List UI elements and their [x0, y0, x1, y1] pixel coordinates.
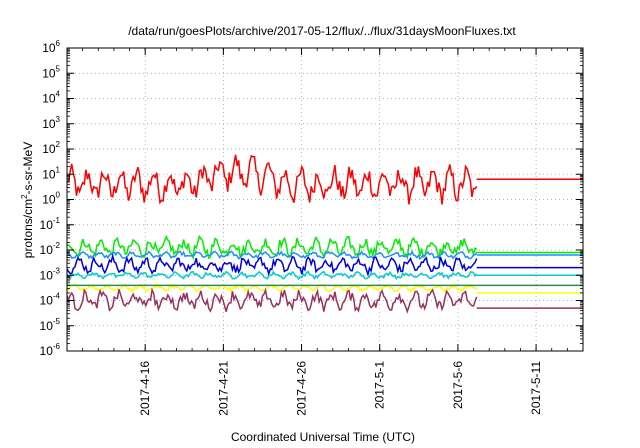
y-tick-label: 104	[42, 90, 60, 106]
series-line	[66, 287, 478, 314]
y-axis-label: protons/cm2-s-sr-MeV	[20, 142, 35, 258]
x-axis-label: Coordinated Universal Time (UTC)	[231, 430, 415, 444]
y-tick-label: 105	[42, 64, 60, 80]
y-tick-labels: 10-6 10-5 10-4 10-3 10-2 10-1 100 101 102 103 104 1…	[40, 39, 61, 358]
series-line	[66, 253, 478, 278]
y-tick-label: 10-5	[40, 317, 61, 333]
ticks	[66, 47, 584, 352]
chart-title: /data/run/goesPlots/archive/2017-05-12/f…	[128, 24, 516, 38]
x-tick-label: 2017-5-1	[373, 361, 387, 409]
x-tick-label: 2017-4-16	[138, 361, 152, 416]
x-tick-label: 2017-5-11	[529, 361, 543, 415]
x-tick-label: 2017-4-21	[216, 361, 230, 416]
y-tick-label: 102	[42, 140, 60, 156]
y-tick-label: 100	[42, 191, 60, 207]
y-tick-label: 10-4	[40, 292, 61, 308]
y-tick-label: 103	[42, 115, 60, 131]
x-tick-label: 2017-4-26	[295, 361, 309, 416]
y-tick-label: 10-6	[40, 342, 61, 358]
series-layer	[66, 154, 583, 314]
x-tick-label: 2017-5-6	[451, 361, 465, 409]
y-tick-label: 101	[42, 165, 60, 181]
series-line	[66, 154, 478, 205]
y-tick-label: 10-1	[40, 216, 61, 232]
x-tick-labels: 2017-4-16 2017-4-21 2017-4-26 2017-5-1 2017-…	[138, 361, 543, 416]
y-tick-label: 10-3	[40, 266, 61, 282]
y-tick-label: 106	[42, 39, 60, 55]
y-tick-label: 10-2	[40, 241, 61, 257]
series-line	[66, 270, 478, 281]
series-line	[66, 234, 478, 261]
series-line	[66, 249, 478, 261]
